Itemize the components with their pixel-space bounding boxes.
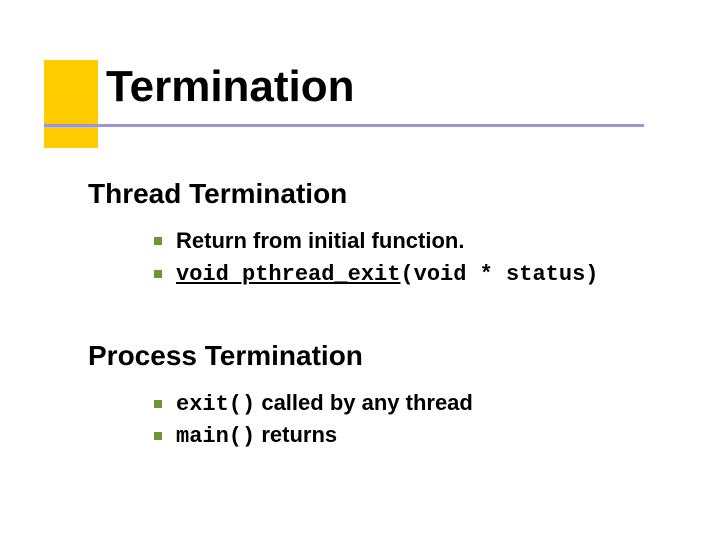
bullet-plain: Return from initial function. [176, 228, 464, 253]
bullet-text: Return from initial function. [176, 228, 464, 254]
section-heading-1: Thread Termination [88, 178, 347, 210]
bullet-icon [154, 432, 162, 440]
bullet-plain: returns [255, 422, 337, 447]
bullet-text: main() returns [176, 422, 337, 450]
bullet-row: void pthread_exit(void * status) [154, 260, 598, 288]
bullet-icon [154, 270, 162, 278]
code-token: main() [176, 424, 255, 449]
title-underline [44, 124, 644, 127]
bullet-icon [154, 400, 162, 408]
section-heading-2: Process Termination [88, 340, 363, 372]
bullet-plain: called by any thread [255, 390, 473, 415]
code-token: (void * status) [400, 262, 598, 287]
code-token-underlined: void pthread_exit [176, 262, 400, 287]
bullet-row: exit() called by any thread [154, 390, 473, 418]
bullet-row: Return from initial function. [154, 228, 464, 254]
title-accent-block [44, 60, 98, 148]
code-token: exit() [176, 392, 255, 417]
slide-title: Termination [106, 62, 355, 112]
bullet-icon [154, 237, 162, 245]
slide: Termination Thread Termination Return fr… [0, 0, 720, 540]
bullet-text: void pthread_exit(void * status) [176, 260, 598, 288]
bullet-row: main() returns [154, 422, 337, 450]
bullet-text: exit() called by any thread [176, 390, 473, 418]
